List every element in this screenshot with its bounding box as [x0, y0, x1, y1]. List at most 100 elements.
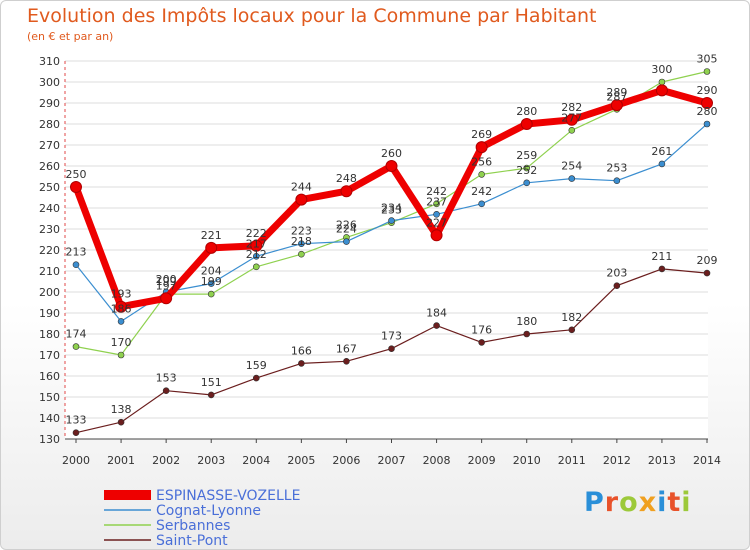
data-point	[613, 282, 621, 290]
data-label: 277	[561, 111, 582, 124]
logo-letter: P	[584, 487, 605, 518]
data-point	[568, 175, 576, 182]
data-label: 282	[561, 101, 582, 114]
data-point	[252, 263, 260, 271]
x-tick-label: 2004	[242, 454, 270, 467]
x-tick-label: 2011	[558, 454, 586, 467]
x-tick-label: 2012	[603, 454, 631, 467]
data-label: 199	[201, 275, 222, 288]
data-label: 234	[381, 202, 402, 215]
data-label: 203	[606, 267, 627, 280]
data-label: 222	[246, 227, 267, 240]
logo-letter: o	[619, 487, 639, 518]
data-label: 253	[606, 162, 627, 175]
data-label: 186	[111, 302, 132, 315]
y-tick-label: 180	[39, 328, 60, 341]
x-tick-label: 2013	[648, 454, 676, 467]
data-point	[72, 343, 80, 350]
y-tick-label: 200	[39, 286, 60, 299]
data-point	[117, 351, 125, 359]
data-label: 184	[426, 307, 447, 320]
data-label: 256	[471, 155, 492, 168]
y-tick-label: 150	[39, 391, 60, 404]
data-point	[433, 200, 440, 208]
data-label: 180	[516, 315, 537, 328]
data-label: 209	[697, 254, 718, 267]
y-tick-label: 230	[39, 223, 60, 236]
data-point	[298, 360, 305, 367]
x-tick-label: 2001	[107, 454, 135, 467]
data-label: 259	[516, 149, 537, 162]
y-tick-label: 220	[39, 244, 60, 257]
legend-label: Saint-Pont	[156, 533, 228, 549]
x-tick-label: 2003	[197, 454, 225, 467]
data-point	[523, 179, 531, 187]
data-label: 204	[201, 265, 222, 278]
data-point	[478, 200, 485, 208]
data-label: 151	[201, 376, 222, 389]
data-label: 224	[336, 223, 357, 236]
data-point	[70, 181, 82, 193]
data-point	[523, 164, 531, 172]
data-label: 252	[516, 164, 537, 177]
y-tick-label: 290	[39, 97, 60, 110]
data-point	[252, 374, 260, 382]
chart-title: Evolution des Impôts locaux pour la Comm…	[27, 5, 597, 27]
x-tick-label: 2002	[152, 454, 180, 467]
x-tick-label: 2007	[378, 454, 406, 467]
data-label: 212	[246, 248, 267, 261]
data-label: 199	[156, 275, 177, 288]
data-label: 289	[606, 86, 627, 99]
data-label: 300	[651, 63, 672, 76]
data-point	[388, 217, 395, 224]
data-point	[252, 253, 260, 260]
data-label: 153	[156, 372, 177, 385]
legend-label: ESPINASSE-VOZELLE	[156, 488, 300, 504]
data-point	[703, 68, 711, 75]
legend-label: Serbannes	[156, 518, 230, 534]
chart-subtitle: (en € et par an)	[27, 30, 114, 43]
x-tick-label: 2010	[513, 454, 541, 467]
data-point	[655, 84, 668, 97]
data-point	[568, 127, 576, 134]
data-label: 305	[697, 53, 718, 66]
data-point	[207, 280, 215, 287]
data-label: 218	[291, 235, 312, 248]
x-tick-label: 2000	[62, 454, 90, 467]
data-label: 242	[471, 185, 492, 198]
data-point	[520, 118, 533, 130]
data-label: 173	[381, 330, 402, 343]
x-tick-label: 2005	[287, 454, 315, 467]
y-tick-label: 190	[39, 307, 60, 320]
data-point	[613, 177, 621, 184]
data-point	[207, 290, 215, 298]
data-label: 254	[561, 160, 582, 173]
legend-label: Cognat-Lyonne	[156, 503, 261, 519]
data-label: 217	[246, 237, 267, 250]
logo-letter: t	[667, 487, 682, 518]
data-point	[610, 99, 623, 112]
data-label: 269	[471, 128, 492, 141]
data-label: 197	[156, 279, 177, 292]
data-point	[388, 345, 395, 353]
data-point	[658, 265, 666, 273]
data-label: 242	[426, 185, 447, 198]
y-tick-label: 170	[39, 349, 60, 362]
y-tick-label: 210	[39, 265, 60, 278]
data-label: 248	[336, 172, 357, 185]
data-point	[658, 78, 666, 86]
logo-letter: r	[604, 487, 620, 518]
data-label: 233	[381, 204, 402, 217]
data-point	[658, 160, 666, 168]
data-point	[568, 326, 576, 334]
data-point	[72, 429, 80, 437]
data-point	[298, 240, 305, 247]
data-label: 287	[606, 90, 627, 103]
y-tick-label: 280	[39, 118, 60, 131]
y-tick-label: 240	[39, 202, 60, 215]
data-label: 200	[156, 273, 177, 286]
data-point	[117, 318, 125, 325]
data-point	[295, 193, 308, 206]
